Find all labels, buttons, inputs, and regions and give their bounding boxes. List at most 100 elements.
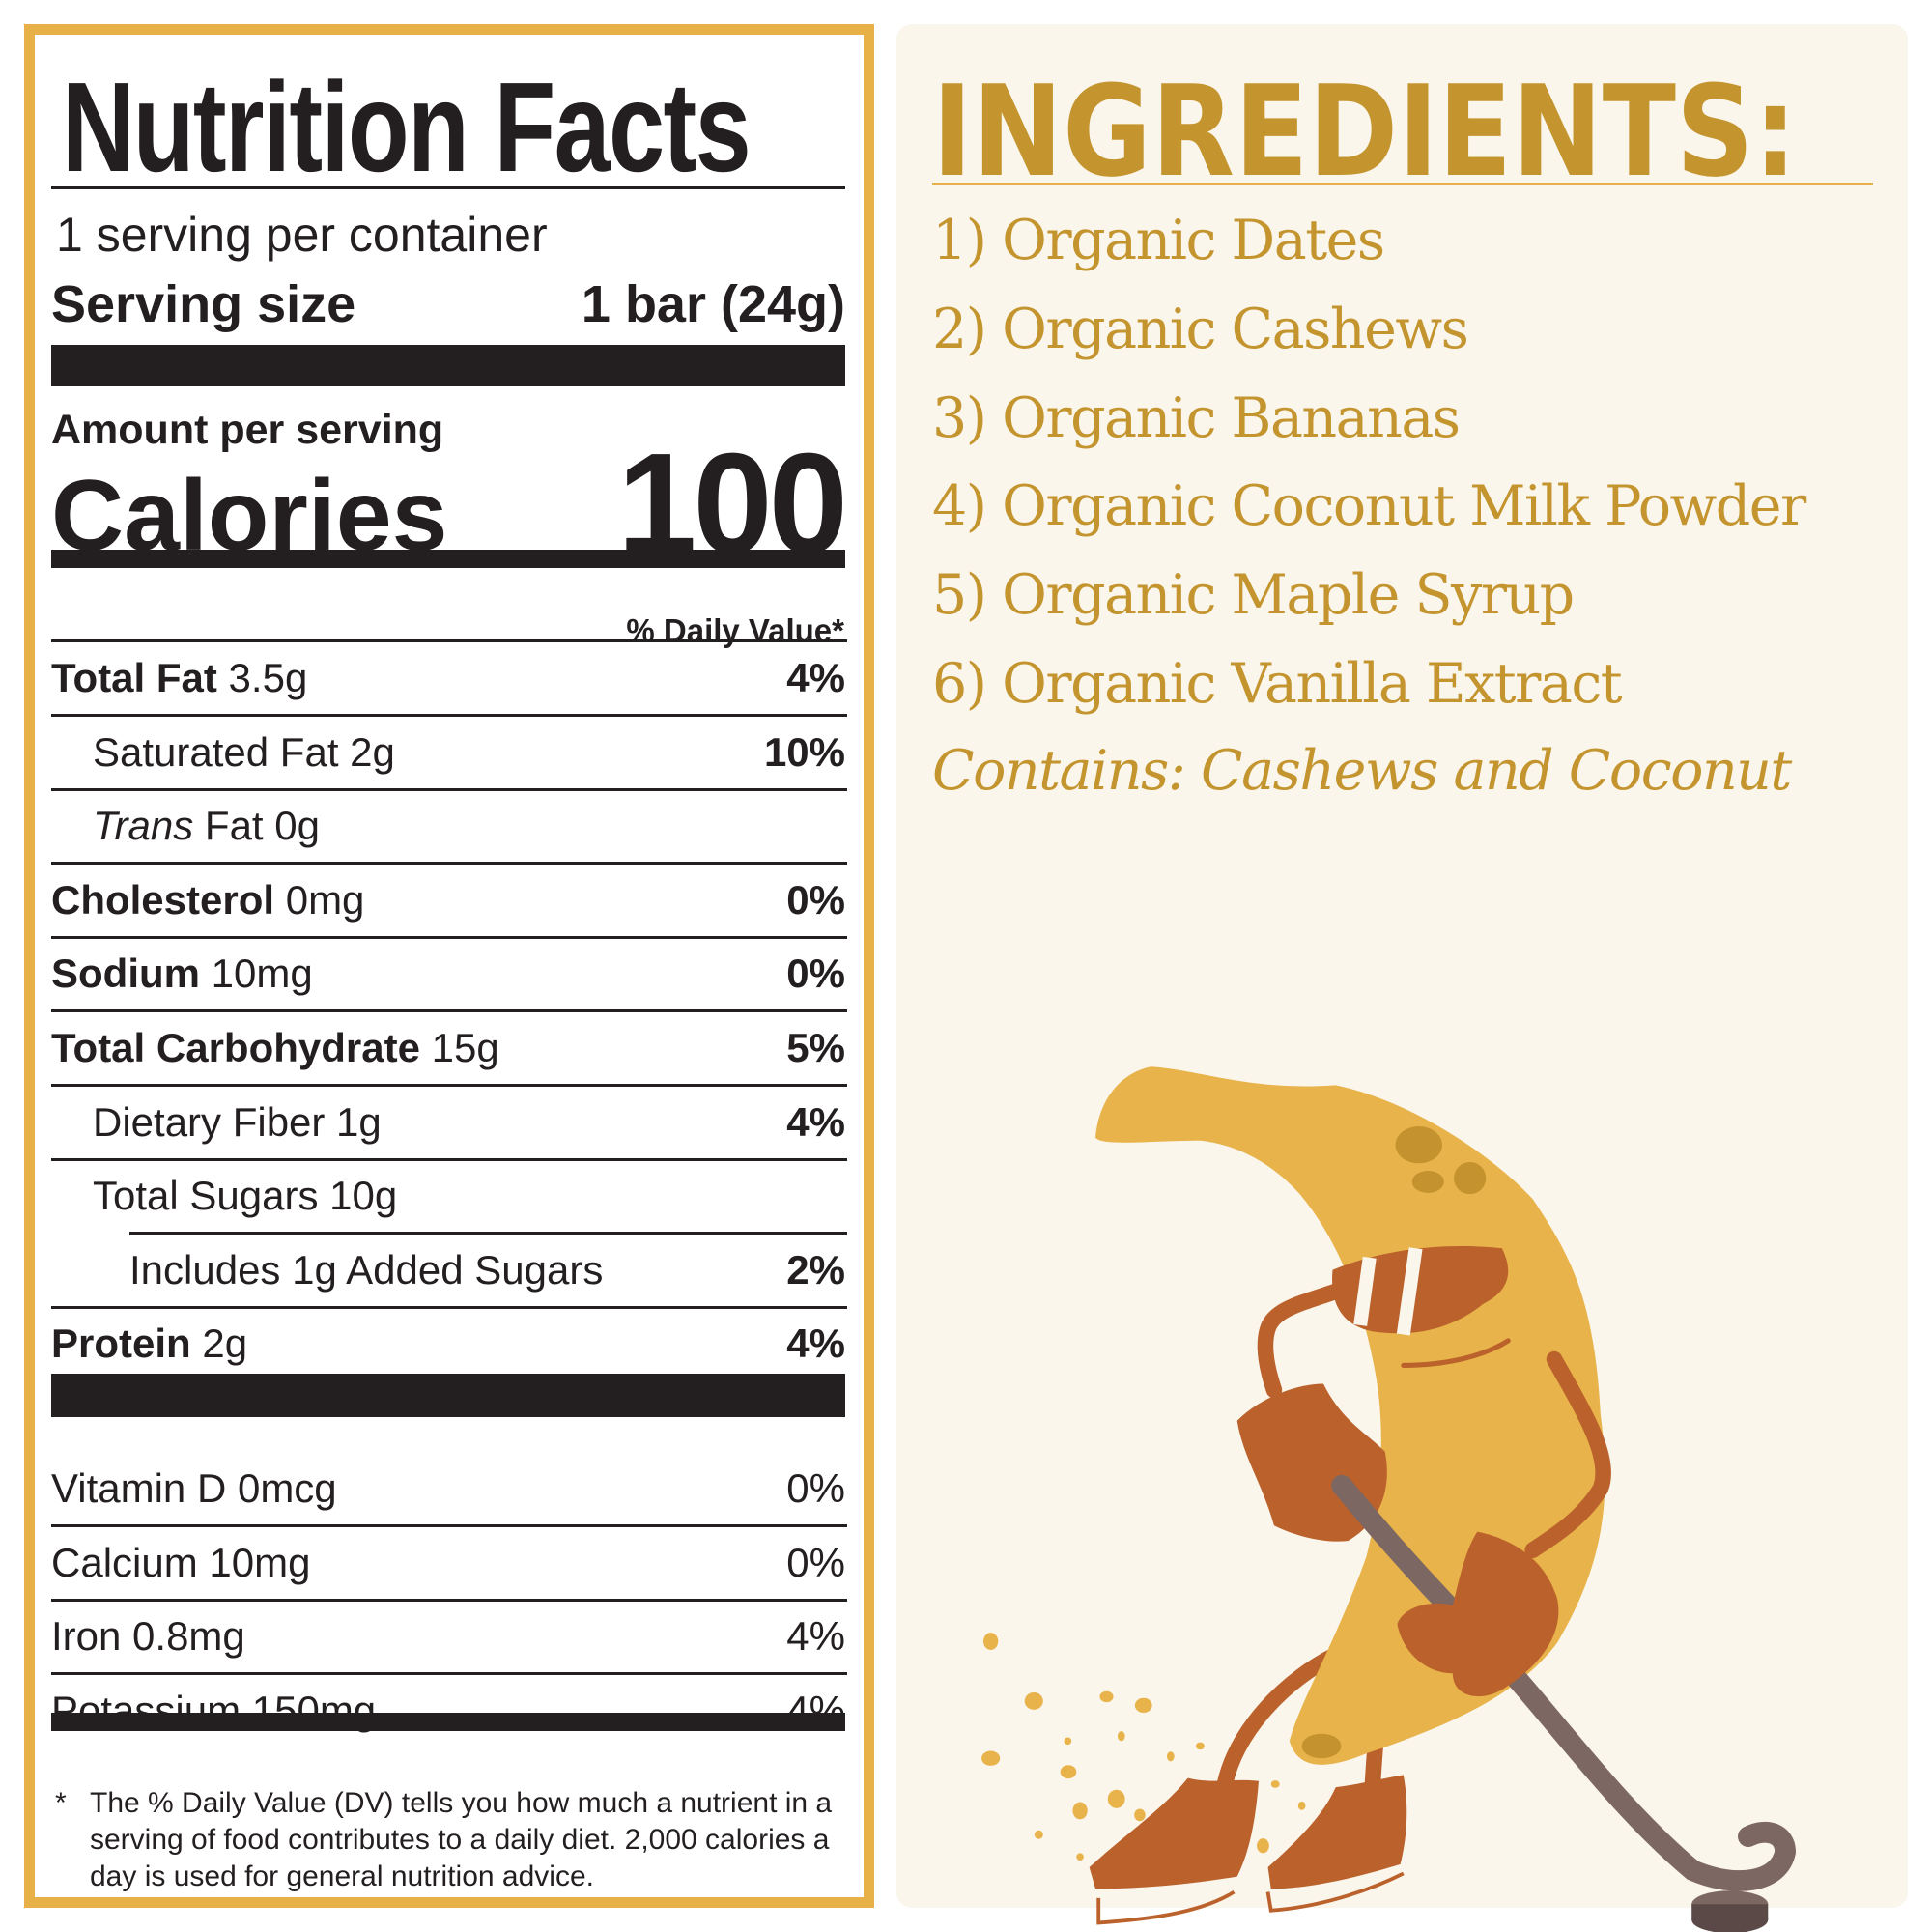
vitamin-label: Iron 0.8mg: [51, 1613, 245, 1660]
calories-label: Calories: [51, 460, 448, 572]
nutrient-percent: 2%: [786, 1246, 845, 1293]
medium-divider: [51, 1713, 845, 1731]
vitamin-label: Calcium 10mg: [51, 1539, 311, 1585]
nutrient-row: Protein 2g 4%: [51, 1307, 845, 1380]
vitamin-label: Vitamin D 0mcg: [51, 1465, 337, 1511]
nutrient-amount: Dietary Fiber 1g: [93, 1098, 382, 1145]
allergen-statement: Contains: Cashews and Coconut: [932, 739, 1792, 803]
row-divider: [51, 1305, 847, 1309]
arm-left: [1257, 1283, 1344, 1399]
vitamin-row: Calcium 10mg 0%: [51, 1526, 845, 1600]
nutrient-label: Cholesterol 0mg: [51, 877, 364, 923]
nutrient-label: Includes 1g Added Sugars: [51, 1247, 603, 1293]
nutrient-amount: Total Sugars 10g: [93, 1173, 398, 1219]
nutrient-amount: Includes 1g Added Sugars: [129, 1246, 604, 1293]
thick-divider: [51, 1374, 845, 1417]
nutrient-amount: 2g: [190, 1321, 248, 1367]
smile: [1401, 1338, 1511, 1368]
nutrient-label: Trans Fat 0g: [51, 803, 320, 849]
row-divider: [51, 1009, 847, 1013]
nutrient-percent: 5%: [786, 1025, 845, 1070]
nutrient-row: Includes 1g Added Sugars 2%: [51, 1234, 845, 1307]
nutrient-name: Protein: [51, 1321, 191, 1367]
glove-right: [1397, 1531, 1559, 1697]
nutrient-label: Protein 2g: [51, 1321, 247, 1367]
nutrient-percent: 0%: [786, 951, 845, 997]
row-divider: [51, 1157, 847, 1161]
nutrient-row: Trans Fat 0g: [51, 789, 845, 863]
serving-size-label: Serving size: [51, 275, 356, 333]
serving-size-row: Serving size 1 bar (24g): [51, 274, 845, 334]
row-divider: [51, 862, 847, 866]
row-divider: [129, 1232, 847, 1236]
banana-spots: [1301, 1126, 1487, 1759]
nutrient-amount: 0mg: [274, 876, 365, 923]
banana-leg-left: [1216, 1646, 1344, 1793]
ingredient-item: 6) Organic Vanilla Extract: [932, 652, 1623, 716]
nutrient-row: Dietary Fiber 1g 4%: [51, 1086, 845, 1159]
footnote-text: The % Daily Value (DV) tells you how muc…: [90, 1787, 833, 1892]
headband: [1332, 1245, 1509, 1334]
vitamin-percent: 0%: [786, 1539, 845, 1585]
vitamin-row: Potassium 150mg 4%: [51, 1674, 845, 1747]
ingredient-item: 4) Organic Coconut Milk Powder: [932, 474, 1806, 539]
banana-hockey-player-icon: [981, 1066, 1796, 1932]
ingredient-item: 1) Organic Dates: [932, 209, 1385, 272]
nutrient-amount: 3.5g: [216, 655, 308, 700]
amount-per-serving: Amount per serving: [51, 407, 444, 453]
footnote-star: *: [55, 1787, 67, 1819]
medium-divider: [51, 550, 845, 568]
skate-blades: [1096, 1871, 1405, 1925]
nutrient-amount: 10mg: [200, 951, 313, 997]
puck-icon: [1691, 1890, 1769, 1932]
vitamin-percent: 0%: [786, 1465, 845, 1511]
nutrient-amount: Fat 0g: [193, 803, 320, 849]
nutrient-label: Sodium 10mg: [51, 951, 313, 997]
row-divider: [51, 1524, 847, 1527]
nutrition-facts-label: Nutrition Facts 1 serving per container …: [24, 24, 874, 1908]
row-divider: [51, 639, 847, 642]
nutrient-percent: 4%: [786, 1321, 845, 1367]
skates: [1089, 1775, 1407, 1889]
nutrient-amount: Saturated Fat 2g: [93, 728, 395, 775]
nutrition-title: Nutrition Facts: [62, 56, 752, 198]
row-divider: [51, 787, 847, 791]
ingredient-item: 5) Organic Maple Syrup: [932, 563, 1575, 628]
row-divider: [51, 935, 847, 939]
nutrient-name: Cholesterol: [51, 876, 275, 923]
nutrient-label: Total Sugars 10g: [51, 1173, 397, 1219]
nutrient-name: Sodium: [51, 951, 200, 997]
nutrient-label: Total Carbohydrate 15g: [51, 1025, 499, 1071]
nutrient-percent: 4%: [786, 655, 845, 700]
nutrient-name: Total Carbohydrate: [51, 1025, 420, 1070]
nutrient-row: Total Carbohydrate 15g 5%: [51, 1011, 845, 1085]
servings-per-container: 1 serving per container: [56, 208, 548, 262]
nutrient-name: Total Fat: [51, 655, 217, 700]
nutrient-percent: 4%: [786, 1098, 845, 1145]
ingredients-title: INGREDIENTS:: [932, 58, 1798, 205]
ingredients-panel: INGREDIENTS: 1) Organic Dates 2) Organic …: [896, 24, 1908, 1908]
nutrient-label: Dietary Fiber 1g: [51, 1099, 382, 1146]
vitamin-percent: 4%: [786, 1613, 845, 1660]
row-divider: [51, 1598, 847, 1602]
nutrient-label: Saturated Fat 2g: [51, 729, 395, 776]
nutrient-row: Total Sugars 10g: [51, 1159, 845, 1233]
nutrient-amount: 15g: [419, 1025, 499, 1070]
footnote: * The % Daily Value (DV) tells you how m…: [51, 1785, 845, 1895]
ingredients-divider: [932, 183, 1873, 185]
ingredient-item: 2) Organic Cashews: [932, 297, 1469, 361]
row-divider: [51, 714, 847, 717]
nutrient-row: Saturated Fat 2g 10%: [51, 716, 845, 789]
arm-right: [1524, 1350, 1612, 1558]
nutrient-percent: 0%: [786, 876, 845, 923]
row-divider: [51, 1672, 847, 1676]
ingredient-item: 3) Organic Bananas: [932, 385, 1461, 450]
serving-size-value: 1 bar (24g): [581, 275, 845, 333]
skate-spray-dots: [981, 1633, 1306, 1861]
divider: [51, 186, 845, 189]
nutrient-row: Sodium 10mg 0%: [51, 937, 845, 1010]
hockey-stick: [1331, 1474, 1796, 1891]
row-divider: [51, 1084, 847, 1087]
nutrient-row: Cholesterol 0mg 0%: [51, 864, 845, 937]
vitamin-row: Vitamin D 0mcg 0%: [51, 1452, 845, 1525]
